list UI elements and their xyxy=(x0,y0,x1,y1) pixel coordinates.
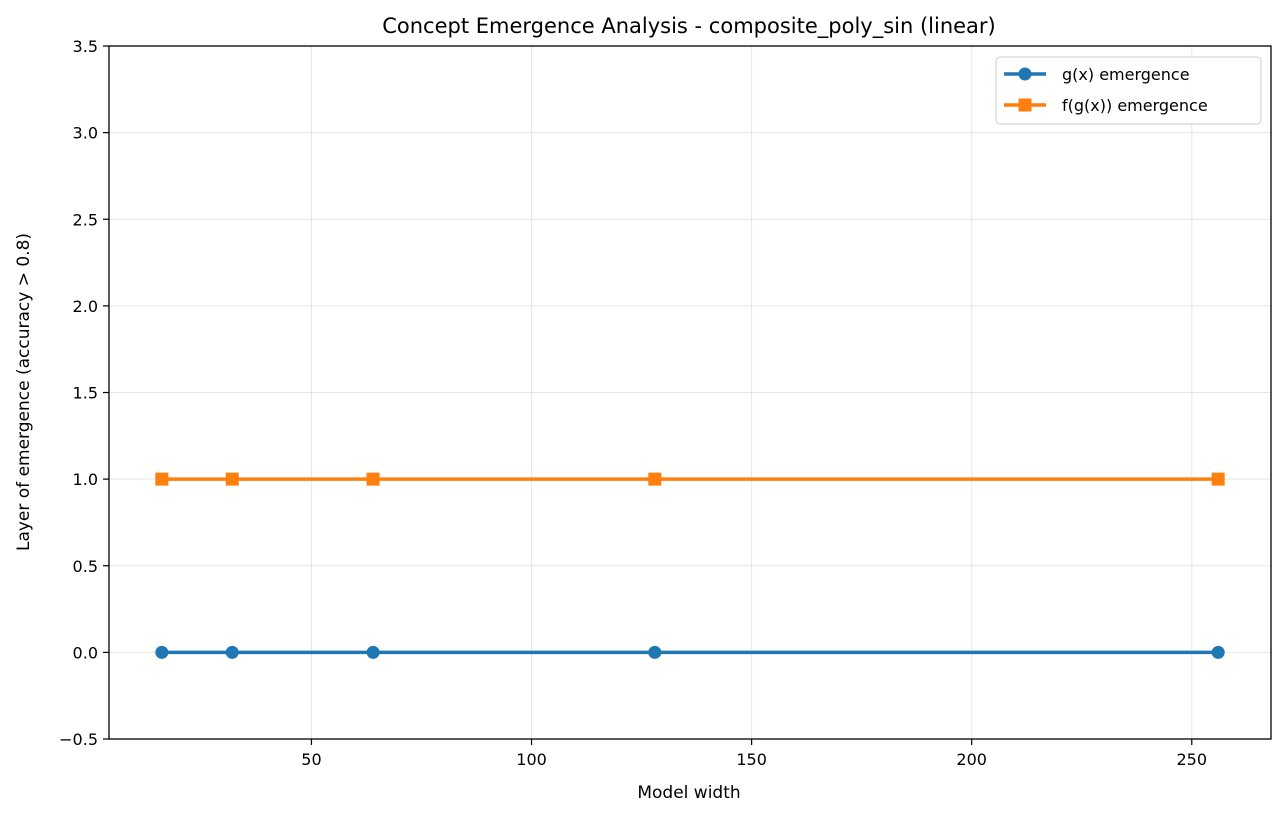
series-0 xyxy=(155,645,1225,659)
data-point xyxy=(366,645,380,659)
chart-title: Concept Emergence Analysis - composite_p… xyxy=(382,14,996,39)
y-tick-label: 2.5 xyxy=(73,210,98,229)
legend: g(x) emergence f(g(x)) emergence xyxy=(995,56,1262,125)
y-tick-label: −0.5 xyxy=(59,730,98,749)
x-tick-label: 150 xyxy=(736,750,767,769)
data-point xyxy=(366,472,380,486)
data-point xyxy=(648,645,662,659)
y-tick-label: 0.5 xyxy=(73,557,98,576)
y-axis-ticks: −0.5 0.0 0.5 1.0 1.5 2.0 2.5 3.0 3.5 xyxy=(59,37,109,749)
x-axis-ticks: 50 100 150 200 250 xyxy=(301,739,1207,769)
data-point xyxy=(1211,472,1225,486)
y-axis-label: Layer of emergence (accuracy > 0.8) xyxy=(14,233,34,551)
legend-marker xyxy=(1018,98,1032,112)
legend-label: f(g(x)) emergence xyxy=(1062,96,1208,115)
x-tick-label: 200 xyxy=(956,750,987,769)
y-tick-label: 1.5 xyxy=(73,384,98,403)
x-tick-label: 100 xyxy=(516,750,547,769)
y-tick-label: 0.0 xyxy=(73,643,98,662)
x-tick-label: 50 xyxy=(301,750,321,769)
series-1 xyxy=(155,472,1225,486)
legend-item: f(g(x)) emergence xyxy=(1004,96,1208,115)
data-point xyxy=(648,472,662,486)
legend-marker xyxy=(1018,67,1032,81)
x-tick-label: 250 xyxy=(1176,750,1207,769)
data-point xyxy=(155,472,169,486)
data-point xyxy=(225,645,239,659)
series-layer xyxy=(155,472,1225,659)
data-point xyxy=(155,645,169,659)
y-tick-label: 2.0 xyxy=(73,297,98,316)
legend-label: g(x) emergence xyxy=(1062,65,1190,84)
legend-box xyxy=(995,56,1262,125)
x-axis-label: Model width xyxy=(637,783,740,803)
y-tick-label: 3.0 xyxy=(73,124,98,143)
y-tick-label: 3.5 xyxy=(73,37,98,56)
legend-item: g(x) emergence xyxy=(1004,65,1190,84)
y-tick-label: 1.0 xyxy=(73,470,98,489)
data-point xyxy=(225,472,239,486)
data-point xyxy=(1211,645,1225,659)
